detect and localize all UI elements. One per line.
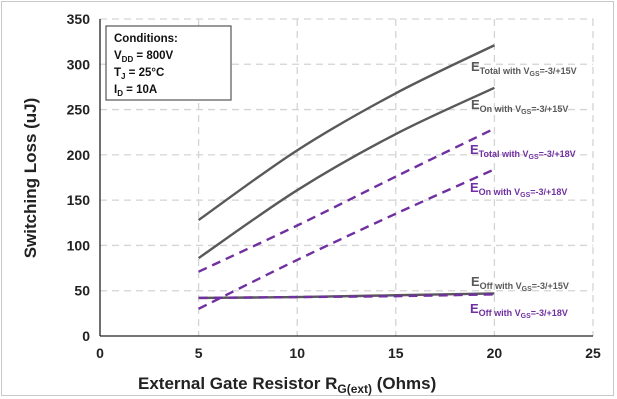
y-tick-label: 300 xyxy=(67,56,91,72)
x-tick-label: 25 xyxy=(585,345,601,361)
axis-layer: 0 50 100 150 200 250 300 350 0 5 10 15 20 25 xyxy=(67,11,601,361)
y-tick-label: 350 xyxy=(67,11,91,27)
series-label-on15: EOn with VGS=-3/+15V xyxy=(471,97,568,116)
x-tick-label: 20 xyxy=(487,345,503,361)
label-layer: ETotal with VGS=-3/+15V EOn with VGS=-3/+… xyxy=(470,59,577,320)
grid-layer xyxy=(100,18,594,336)
condition-id: ID = 10A xyxy=(114,84,157,98)
condition-vdd: VDD = 800V xyxy=(114,50,174,64)
conditions-box: Conditions: VDD = 800V TJ = 25°C ID = 10… xyxy=(105,25,232,101)
condition-tj: TJ = 25°C xyxy=(114,67,164,81)
series-layer xyxy=(197,44,495,310)
y-axis-title: Switching Loss (uJ) xyxy=(21,98,40,259)
y-tick-label: 50 xyxy=(74,283,90,299)
series-label-off18: EOff with VGS=-3/+18V xyxy=(470,301,568,320)
x-tick-label: 15 xyxy=(388,345,404,361)
series-label-on18: EOn with VGS=-3/+18V xyxy=(470,180,567,199)
series-label-total15: ETotal with VGS=-3/+15V xyxy=(471,59,577,78)
y-tick-label: 250 xyxy=(67,102,91,118)
x-tick-label: 10 xyxy=(289,345,305,361)
series-label-total18: ETotal with VGS=-3/+18V xyxy=(470,142,576,161)
series-line-off15 xyxy=(198,292,495,300)
series-line-total18 xyxy=(198,127,495,273)
x-tick-label: 0 xyxy=(96,345,104,361)
y-tick-label: 0 xyxy=(82,328,90,344)
x-tick-label: 5 xyxy=(195,345,203,361)
y-tick-label: 100 xyxy=(67,237,91,253)
y-tick-label: 150 xyxy=(67,192,91,208)
series-line-total15 xyxy=(197,44,495,222)
x-axis-title: External Gate Resistor RG(ext) (Ohms) xyxy=(138,374,436,396)
series-line-on18 xyxy=(198,168,495,310)
series-label-off15: EOff with VGS=-3/+15V xyxy=(471,274,569,293)
conditions-title: Conditions: xyxy=(114,33,178,45)
conditions-box-border xyxy=(105,25,232,101)
y-tick-label: 200 xyxy=(67,147,91,163)
series-line-on15 xyxy=(197,86,495,260)
